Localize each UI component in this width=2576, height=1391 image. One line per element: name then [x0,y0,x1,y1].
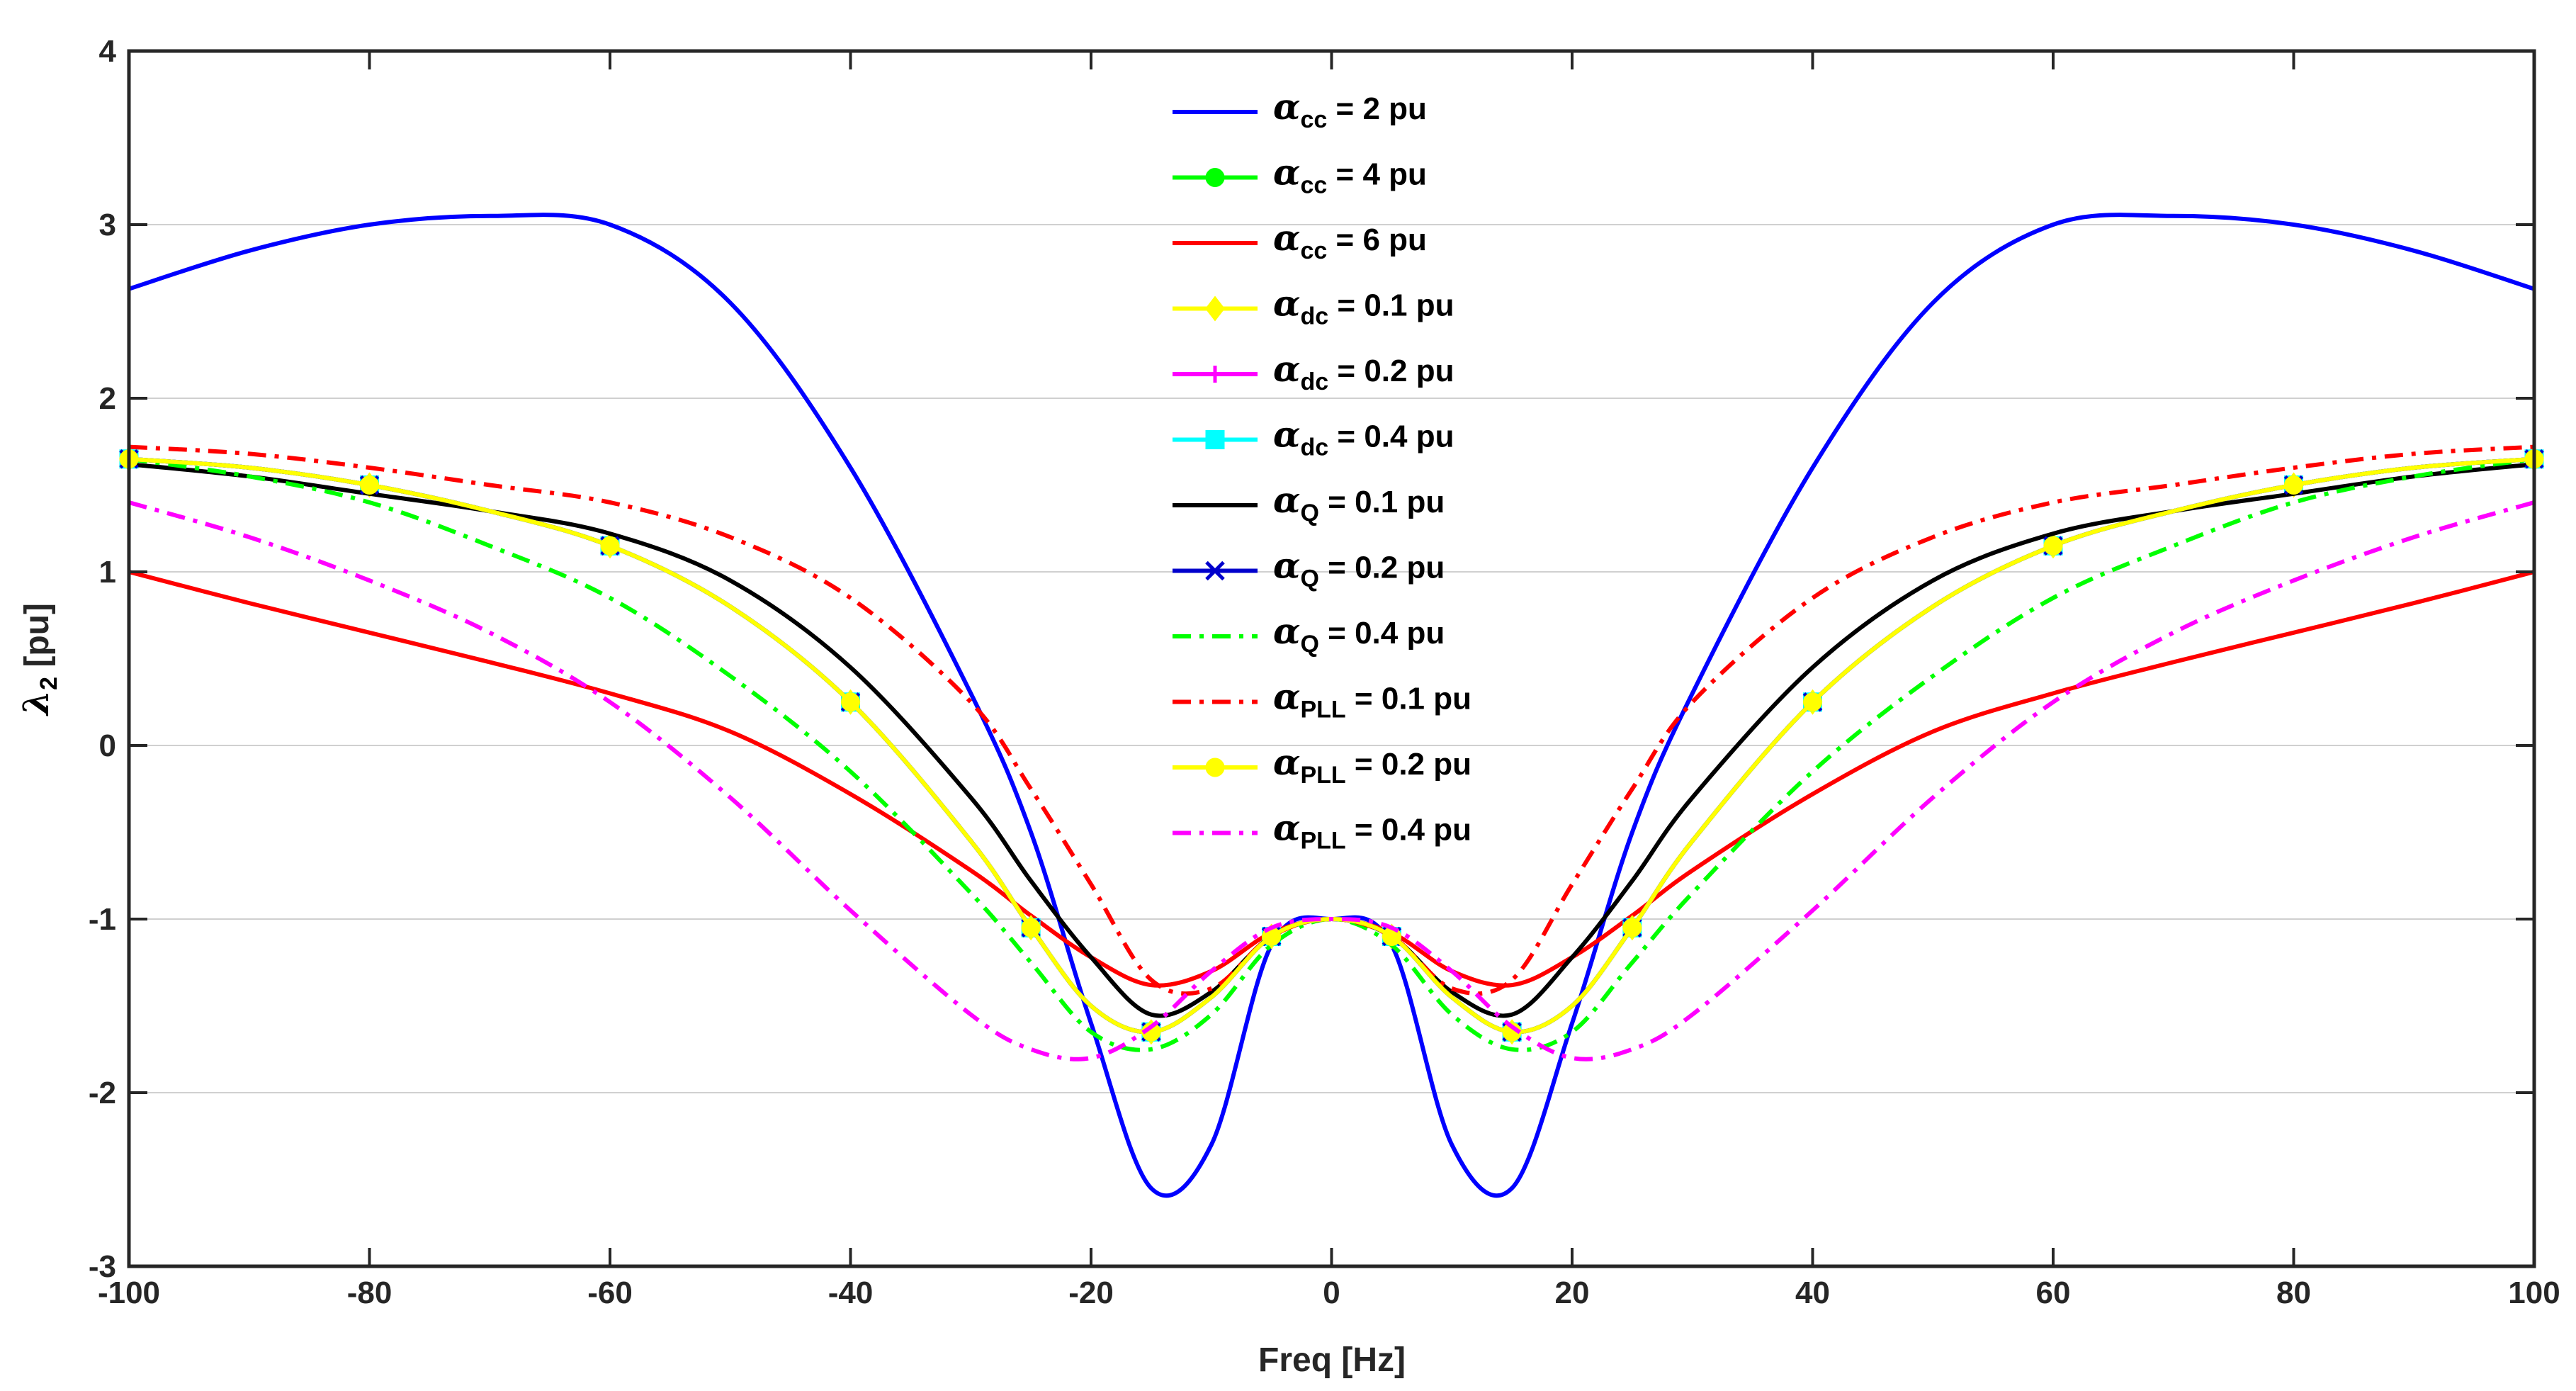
x-tick-label: 60 [2036,1275,2071,1310]
y-tick-label: 2 [99,381,116,416]
data-point [1622,918,1642,937]
legend-label: αcc = 6 pu [1273,217,1427,264]
legend-label: αdc = 0.1 pu [1273,283,1454,330]
x-tick-label: -80 [347,1275,392,1310]
legend-label: αcc = 2 pu [1273,86,1427,133]
y-tick-label: -1 [89,902,116,937]
data-point [841,692,860,712]
legend-label: αQ = 0.2 pu [1273,545,1445,592]
legend-label: αdc = 0.4 pu [1273,414,1454,461]
y-axis-unit: [pu] [18,603,56,677]
legend-item: αcc = 4 pu [1173,152,1427,199]
x-tick-label: -20 [1068,1275,1114,1310]
series-layer [119,213,2544,1198]
legend-marker [1205,561,1225,581]
x-tick-label: -60 [587,1275,633,1310]
data-point [1021,918,1041,937]
x-axis-label: Freq [Hz] [1258,1341,1406,1379]
legend-item: αdc = 0.2 pu [1173,348,1454,395]
legend-label: αQ = 0.4 pu [1273,610,1445,658]
y-axis-symbol: λ [15,690,57,716]
data-point [2284,475,2303,495]
legend-item: αcc = 2 pu [1173,86,1427,133]
legend-label: αdc = 0.2 pu [1273,348,1454,395]
y-tick-label: 1 [99,555,116,590]
series-12 [128,500,2535,1061]
legend-item: αdc = 0.1 pu [1173,283,1454,330]
y-tick-label: 0 [99,728,116,763]
legend: αcc = 2 pu αcc = 4 pu αcc = 6 pu αdc = 0.1 … [1173,86,1471,855]
legend-item: αcc = 6 pu [1173,217,1427,264]
series-line [128,456,2535,1052]
y-tick-label: 4 [99,34,117,69]
x-tick-label: 40 [1795,1275,1830,1310]
plot-area [129,51,2534,1266]
series-9 [128,456,2535,1052]
legend-item: αQ = 0.2 pu [1173,545,1445,592]
y-axis-subscript: 2 [35,677,62,690]
legend-marker [1205,758,1225,777]
legend-marker [1205,295,1225,322]
svg-text:λ2 [pu]: λ2 [pu] [15,603,62,716]
x-tick-label: 0 [1323,1275,1340,1310]
data-point [2043,536,2063,556]
x-tick-label: -100 [98,1275,160,1310]
data-point [360,475,379,495]
legend-label: αPLL = 0.1 pu [1273,676,1471,723]
legend-item: αdc = 0.4 pu [1173,414,1454,461]
axis-ticks: -100 -80 -60 -40 -20 0 20 40 60 80 100 -3 -2 -1 0 1 2 3 4 [89,34,2560,1310]
y-tick-label: -3 [89,1249,116,1284]
legend-item: αPLL = 0.4 pu [1173,807,1471,855]
y-axis-label: λ2 [pu] [15,603,62,716]
legend-marker [1207,366,1224,383]
y-tick-label: 3 [99,208,116,242]
legend-label: αcc = 4 pu [1273,152,1427,199]
data-point [600,536,620,556]
legend-label: αPLL = 0.2 pu [1273,741,1471,789]
legend-label: αPLL = 0.4 pu [1273,807,1471,855]
legend-item: αQ = 0.4 pu [1173,610,1445,658]
legend-item: αPLL = 0.1 pu [1173,676,1471,723]
legend-marker [1205,430,1225,449]
legend-item: αPLL = 0.2 pu [1173,741,1471,789]
legend-marker [1205,168,1225,187]
y-tick-label: -2 [89,1076,116,1110]
legend-label: αQ = 0.1 pu [1273,479,1445,526]
series-line [128,500,2535,1061]
x-tick-label: 100 [2508,1275,2560,1310]
x-tick-label: 80 [2276,1275,2311,1310]
x-tick-label: 20 [1555,1275,1590,1310]
data-point [1803,692,1822,712]
x-tick-label: -40 [828,1275,874,1310]
legend-item: αQ = 0.1 pu [1173,479,1445,526]
